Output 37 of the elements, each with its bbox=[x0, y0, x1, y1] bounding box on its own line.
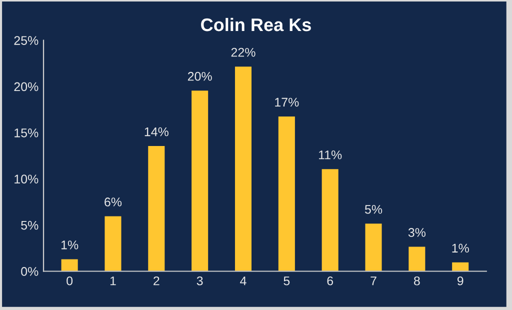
y-tick-label: 15% bbox=[14, 128, 38, 138]
x-tick-label: 1 bbox=[110, 276, 116, 286]
bar bbox=[320, 168, 340, 272]
data-label: 22% bbox=[231, 48, 256, 57]
data-label: 1% bbox=[452, 244, 469, 253]
chart-title: Colin Rea Ks bbox=[201, 18, 311, 32]
bar bbox=[104, 215, 122, 272]
data-label: 11% bbox=[318, 150, 342, 160]
bar bbox=[408, 246, 426, 272]
y-tick-label: 5% bbox=[21, 220, 38, 230]
bar bbox=[278, 116, 296, 272]
data-label: 3% bbox=[408, 228, 426, 237]
bar bbox=[451, 262, 470, 272]
data-label: 14% bbox=[144, 127, 168, 136]
x-tick-label: 7 bbox=[370, 276, 376, 286]
data-label: 5% bbox=[364, 205, 382, 214]
bar bbox=[190, 90, 209, 272]
bar bbox=[364, 222, 383, 272]
data-label: 20% bbox=[188, 72, 212, 81]
x-tick-label: 8 bbox=[414, 276, 420, 286]
data-label: 1% bbox=[61, 240, 78, 250]
data-label: 17% bbox=[275, 98, 299, 107]
x-tick-label: 9 bbox=[457, 276, 464, 286]
x-tick-label: 3 bbox=[196, 276, 203, 286]
x-tick-label: 6 bbox=[327, 276, 334, 286]
x-tick-label: 0 bbox=[66, 276, 73, 286]
x-tick-label: 5 bbox=[284, 276, 290, 286]
y-tick-label: 0% bbox=[21, 267, 38, 276]
bar bbox=[147, 145, 166, 272]
x-tick-label: 4 bbox=[240, 276, 246, 286]
y-tick-label: 25% bbox=[14, 36, 38, 45]
x-tick-label: 2 bbox=[154, 276, 160, 286]
data-label: 6% bbox=[104, 198, 122, 206]
bar bbox=[234, 66, 252, 272]
bar bbox=[60, 258, 79, 272]
y-tick-label: 20% bbox=[14, 82, 38, 92]
y-tick-label: 10% bbox=[14, 174, 38, 184]
